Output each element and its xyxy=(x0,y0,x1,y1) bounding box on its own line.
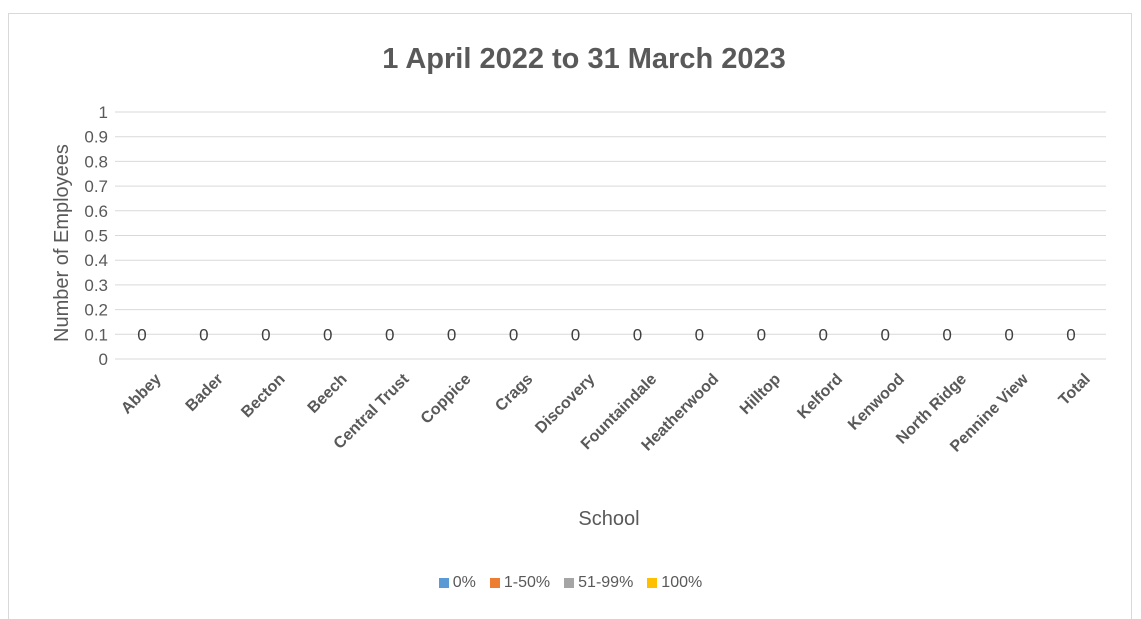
chart-title: 1 April 2022 to 31 March 2023 xyxy=(382,43,786,75)
data-label: 0 xyxy=(447,325,456,344)
data-label: 0 xyxy=(199,325,208,344)
y-tick-label: 0.1 xyxy=(84,325,108,344)
x-tick-label: Kenwood xyxy=(845,371,908,434)
data-label: 0 xyxy=(1004,325,1013,344)
legend-label: 0% xyxy=(452,574,476,591)
data-label: 0 xyxy=(509,325,518,344)
data-labels: 0 0 0 0 0 0 0 0 0 0 0 0 0 0 0 0 xyxy=(137,325,1076,344)
legend-item: 0% xyxy=(438,574,476,592)
legend-swatch xyxy=(564,578,575,588)
y-tick-label: 0.6 xyxy=(84,202,108,221)
data-label: 0 xyxy=(633,325,642,344)
x-axis-title: School xyxy=(578,508,639,530)
x-tick-label: Becton xyxy=(238,371,288,421)
legend-swatch xyxy=(647,578,658,588)
legend-swatch xyxy=(489,578,500,588)
gridlines xyxy=(115,111,1106,360)
data-label: 0 xyxy=(1066,325,1075,344)
legend-swatch xyxy=(438,578,449,588)
data-label: 0 xyxy=(695,325,704,344)
x-tick-label: Total xyxy=(1056,371,1094,409)
legend-item: 100% xyxy=(647,574,702,592)
y-tick-label: 0.2 xyxy=(84,301,108,320)
data-label: 0 xyxy=(942,325,951,344)
legend-item: 51-99% xyxy=(564,574,633,592)
data-label: 0 xyxy=(137,325,146,344)
legend-label: 100% xyxy=(661,574,703,591)
x-tick-label: Coppice xyxy=(418,371,475,428)
data-label: 0 xyxy=(323,325,332,344)
data-label: 0 xyxy=(261,325,270,344)
chart-frame xyxy=(8,13,1132,619)
y-tick-labels: 0 0.1 0.2 0.3 0.4 0.5 0.6 0.7 0.8 0.9 1 xyxy=(84,103,108,369)
y-axis-title: Number of Employees xyxy=(51,144,73,342)
data-label: 0 xyxy=(819,325,828,344)
data-label: 0 xyxy=(571,325,580,344)
x-tick-label: Beech xyxy=(305,371,351,417)
x-tick-label: Kelford xyxy=(794,371,846,423)
data-label: 0 xyxy=(385,325,394,344)
y-tick-label: 0.8 xyxy=(84,152,108,171)
y-tick-label: 0.5 xyxy=(84,227,108,246)
legend-label: 1-50% xyxy=(503,574,551,591)
data-label: 0 xyxy=(880,325,889,344)
y-tick-label: 0 xyxy=(99,350,108,369)
x-tick-label: Crags xyxy=(492,371,536,415)
legend-item: 1-50% xyxy=(489,574,551,592)
y-tick-label: 1 xyxy=(99,103,108,122)
x-tick-label: Bader xyxy=(183,371,227,415)
legend-label: 51-99% xyxy=(578,574,634,591)
x-tick-label: Abbey xyxy=(118,371,165,418)
y-tick-label: 0.3 xyxy=(84,276,108,295)
y-tick-label: 0.9 xyxy=(84,128,108,147)
x-tick-label: Discovery xyxy=(532,371,598,437)
legend: 0% 1-50% 51-99% 100% xyxy=(0,574,1141,592)
y-tick-label: 0.4 xyxy=(84,251,108,270)
data-label: 0 xyxy=(757,325,766,344)
y-tick-label: 0.7 xyxy=(84,177,108,196)
x-tick-label: Hilltop xyxy=(737,371,784,418)
